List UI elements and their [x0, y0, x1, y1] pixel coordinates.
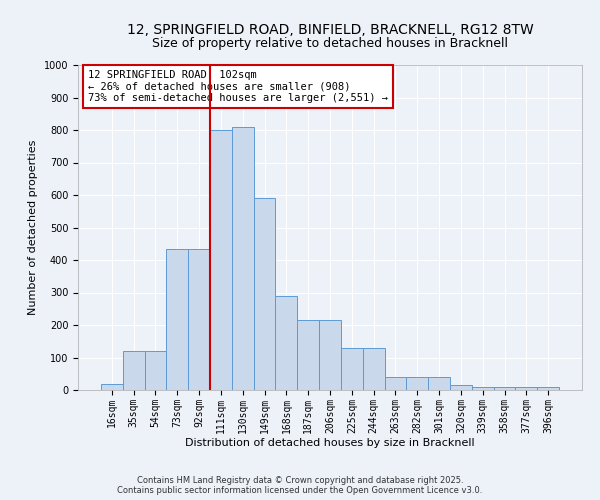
Bar — [406, 377, 428, 390]
Text: Contains HM Land Registry data © Crown copyright and database right 2025.
Contai: Contains HM Land Registry data © Crown c… — [118, 476, 482, 495]
Bar — [537, 387, 559, 390]
Bar — [145, 351, 166, 390]
Y-axis label: Number of detached properties: Number of detached properties — [28, 140, 38, 315]
Bar — [385, 377, 406, 390]
Bar — [101, 384, 123, 390]
X-axis label: Distribution of detached houses by size in Bracknell: Distribution of detached houses by size … — [185, 438, 475, 448]
Bar — [363, 348, 385, 390]
Bar — [450, 385, 472, 390]
Bar — [341, 348, 363, 390]
Bar — [166, 248, 188, 390]
Bar — [319, 320, 341, 390]
Text: Size of property relative to detached houses in Bracknell: Size of property relative to detached ho… — [152, 38, 508, 51]
Bar — [275, 296, 297, 390]
Text: 12 SPRINGFIELD ROAD: 102sqm
← 26% of detached houses are smaller (908)
73% of se: 12 SPRINGFIELD ROAD: 102sqm ← 26% of det… — [88, 70, 388, 103]
Text: 12, SPRINGFIELD ROAD, BINFIELD, BRACKNELL, RG12 8TW: 12, SPRINGFIELD ROAD, BINFIELD, BRACKNEL… — [127, 22, 533, 36]
Bar — [210, 130, 232, 390]
Bar — [494, 387, 515, 390]
Bar — [472, 387, 494, 390]
Bar — [123, 351, 145, 390]
Bar — [428, 377, 450, 390]
Bar — [188, 248, 210, 390]
Bar — [515, 387, 537, 390]
Bar — [232, 126, 254, 390]
Bar — [297, 320, 319, 390]
Bar — [254, 198, 275, 390]
